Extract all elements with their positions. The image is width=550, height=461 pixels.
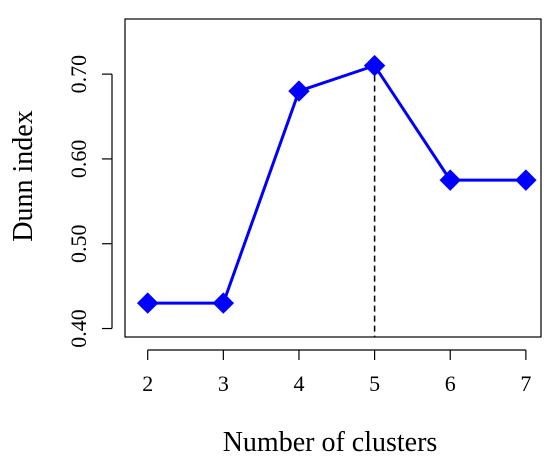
y-axis-title: Dunn index bbox=[8, 110, 39, 241]
x-tick-label: 6 bbox=[445, 371, 456, 396]
y-tick-label: 0.60 bbox=[66, 140, 91, 179]
x-tick-label: 2 bbox=[142, 371, 153, 396]
y-tick-label: 0.40 bbox=[66, 309, 91, 348]
diamond-marker bbox=[136, 292, 159, 314]
diamond-marker bbox=[363, 54, 386, 77]
diamond-marker bbox=[515, 169, 537, 191]
plot-frame bbox=[124, 18, 542, 338]
x-tick-label: 3 bbox=[218, 371, 229, 396]
diamond-marker bbox=[439, 169, 461, 191]
y-tick-label: 0.70 bbox=[66, 55, 91, 94]
series-line bbox=[146, 64, 528, 305]
diamond-marker bbox=[288, 80, 310, 102]
x-tick-label: 4 bbox=[293, 371, 304, 396]
diamond-marker bbox=[212, 292, 235, 314]
y-tick-label: 0.50 bbox=[66, 224, 91, 263]
x-tick-label: 7 bbox=[520, 371, 531, 396]
x-axis-title: Number of clusters bbox=[223, 427, 438, 458]
x-tick-label: 5 bbox=[369, 371, 380, 396]
